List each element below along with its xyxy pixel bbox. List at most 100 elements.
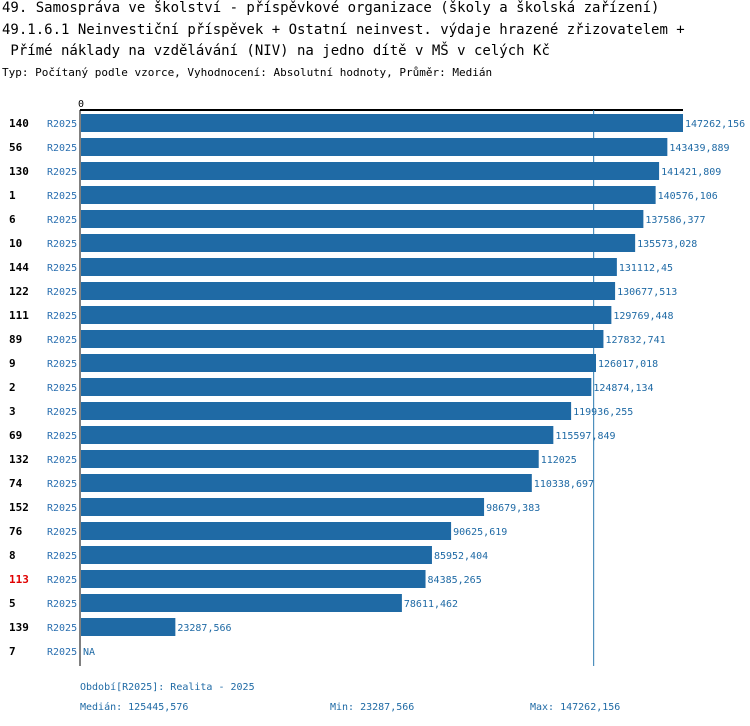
bar bbox=[81, 330, 604, 348]
bar bbox=[81, 138, 668, 156]
value-label: 143439,889 bbox=[669, 143, 729, 154]
value-label: 78611,462 bbox=[404, 599, 458, 610]
series-label: R2025 bbox=[47, 575, 77, 586]
bar bbox=[81, 474, 532, 492]
bar bbox=[81, 354, 597, 372]
bar bbox=[81, 282, 616, 300]
value-label: 112025 bbox=[541, 455, 577, 466]
category-label: 7 bbox=[9, 645, 16, 658]
series-label: R2025 bbox=[47, 263, 77, 274]
series-label: R2025 bbox=[47, 383, 77, 394]
value-label: 129769,448 bbox=[613, 311, 673, 322]
bar bbox=[81, 450, 539, 468]
category-label: 3 bbox=[9, 405, 16, 418]
category-label: 130 bbox=[9, 165, 29, 178]
category-label: 132 bbox=[9, 453, 29, 466]
series-label: R2025 bbox=[47, 407, 77, 418]
value-label: 140576,106 bbox=[658, 191, 718, 202]
category-label: 6 bbox=[9, 213, 16, 226]
category-label: 69 bbox=[9, 429, 22, 442]
bar bbox=[81, 186, 656, 204]
bar bbox=[81, 498, 485, 516]
category-label: 9 bbox=[9, 357, 16, 370]
value-label: 98679,383 bbox=[486, 503, 540, 514]
value-label: 130677,513 bbox=[617, 287, 677, 298]
category-label: 140 bbox=[9, 117, 29, 130]
value-label: 85952,404 bbox=[434, 551, 488, 562]
series-label: R2025 bbox=[47, 479, 77, 490]
series-label: R2025 bbox=[47, 503, 77, 514]
series-label: R2025 bbox=[47, 191, 77, 202]
value-label: 147262,156 bbox=[685, 119, 745, 130]
category-label: 10 bbox=[9, 237, 22, 250]
bar bbox=[81, 378, 592, 396]
value-label: 135573,028 bbox=[637, 239, 697, 250]
bar bbox=[81, 522, 452, 540]
bar bbox=[81, 162, 660, 180]
series-label: R2025 bbox=[47, 287, 77, 298]
series-label: R2025 bbox=[47, 647, 77, 658]
series-label: R2025 bbox=[47, 431, 77, 442]
value-label: 131112,45 bbox=[619, 263, 673, 274]
chart-title-line-2: 49.1.6.1 Neinvestiční příspěvek + Ostatn… bbox=[2, 22, 685, 38]
series-label: R2025 bbox=[47, 527, 77, 538]
bar bbox=[81, 258, 617, 276]
series-label: R2025 bbox=[47, 359, 77, 370]
value-label: 124874,134 bbox=[593, 383, 653, 394]
chart-title-line-3: Přímé náklady na vzdělávání (NIV) na jed… bbox=[2, 43, 550, 59]
footer-period: Období[R2025]: Realita - 2025 bbox=[80, 682, 255, 693]
series-label: R2025 bbox=[47, 119, 77, 130]
footer-max: Max: 147262,156 bbox=[530, 702, 621, 713]
value-label: 141421,809 bbox=[661, 167, 721, 178]
category-label: 56 bbox=[9, 141, 23, 154]
value-label: 137586,377 bbox=[645, 215, 705, 226]
bar bbox=[81, 426, 554, 444]
value-label: 119936,255 bbox=[573, 407, 633, 418]
category-label: 113 bbox=[9, 573, 29, 586]
category-label: 76 bbox=[9, 525, 23, 538]
bar bbox=[81, 570, 426, 588]
series-label: R2025 bbox=[47, 599, 77, 610]
category-label: 89 bbox=[9, 333, 22, 346]
bar bbox=[81, 618, 176, 636]
chart-subtitle: Typ: Počítaný podle vzorce, Vyhodnocení:… bbox=[2, 66, 493, 79]
footer-min: Min: 23287,566 bbox=[330, 702, 415, 713]
category-label: 1 bbox=[9, 189, 16, 202]
axis-zero-label: 0 bbox=[78, 99, 84, 110]
category-label: 122 bbox=[9, 285, 29, 298]
value-label: 90625,619 bbox=[453, 527, 507, 538]
category-label: 8 bbox=[9, 549, 16, 562]
series-label: R2025 bbox=[47, 143, 77, 154]
value-label: 115597,849 bbox=[555, 431, 615, 442]
series-label: R2025 bbox=[47, 167, 77, 178]
series-label: R2025 bbox=[47, 551, 77, 562]
series-label: R2025 bbox=[47, 215, 77, 226]
category-label: 152 bbox=[9, 501, 29, 514]
series-label: R2025 bbox=[47, 239, 77, 250]
value-label: 23287,566 bbox=[177, 623, 231, 634]
bar bbox=[81, 402, 572, 420]
value-label: 84385,265 bbox=[428, 575, 482, 586]
value-label: 127832,741 bbox=[605, 335, 665, 346]
value-label: 126017,018 bbox=[598, 359, 658, 370]
series-label: R2025 bbox=[47, 623, 77, 634]
bar bbox=[81, 594, 402, 612]
bar bbox=[81, 234, 636, 252]
category-label: 2 bbox=[9, 381, 16, 394]
series-label: R2025 bbox=[47, 455, 77, 466]
bar bbox=[81, 546, 432, 564]
series-label: R2025 bbox=[47, 311, 77, 322]
value-label: 110338,697 bbox=[534, 479, 594, 490]
category-label: 139 bbox=[9, 621, 29, 634]
category-label: 74 bbox=[9, 477, 23, 490]
value-label: NA bbox=[83, 647, 95, 658]
chart-title-line-1: 49. Samospráva ve školství - příspěvkové… bbox=[2, 0, 660, 16]
bar bbox=[81, 114, 683, 132]
footer-median: Medián: 125445,576 bbox=[80, 702, 189, 713]
series-label: R2025 bbox=[47, 335, 77, 346]
bar bbox=[81, 210, 644, 228]
category-label: 111 bbox=[9, 309, 29, 322]
category-label: 5 bbox=[9, 597, 16, 610]
bar bbox=[81, 306, 612, 324]
